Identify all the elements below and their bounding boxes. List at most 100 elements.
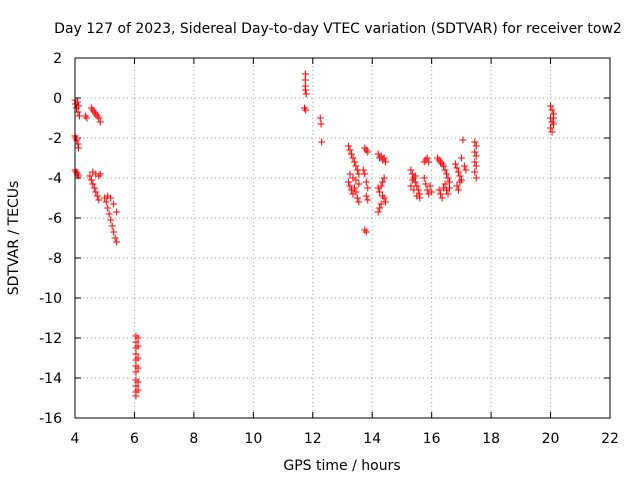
data-point [547, 124, 555, 132]
data-point [134, 386, 142, 394]
data-point [95, 114, 103, 122]
y-tick-label: 2 [53, 51, 62, 67]
data-point [359, 166, 367, 174]
x-tick-label: 18 [482, 431, 500, 447]
data-point [377, 182, 385, 190]
y-tick-label: -14 [39, 371, 62, 387]
data-point [547, 102, 555, 110]
x-tick-label: 10 [244, 431, 262, 447]
x-tick-label: 14 [363, 431, 381, 447]
data-point [352, 176, 360, 184]
data-point [362, 178, 370, 186]
data-point [444, 190, 452, 198]
data-point [471, 138, 479, 146]
data-point [107, 194, 115, 202]
data-point [96, 170, 104, 178]
data-point [451, 160, 459, 168]
y-tick-label: 0 [53, 91, 62, 107]
data-point [423, 186, 431, 194]
data-point [75, 172, 83, 180]
data-point [352, 162, 360, 170]
data-point [471, 158, 479, 166]
y-tick-label: -12 [39, 331, 62, 347]
data-point [344, 178, 352, 186]
data-point [446, 184, 453, 192]
data-point [437, 190, 445, 198]
plot-frame [74, 57, 611, 419]
data-point [462, 166, 470, 174]
data-point [132, 338, 140, 346]
data-point [379, 178, 387, 186]
data-point [423, 154, 431, 162]
data-point [361, 170, 369, 178]
data-point [134, 334, 142, 342]
data-point [113, 208, 121, 216]
data-point [444, 174, 452, 182]
data-point [454, 186, 462, 194]
data-point [134, 342, 142, 350]
data-point [382, 198, 390, 206]
x-tick-label: 4 [71, 431, 80, 447]
y-tick-label: -10 [39, 291, 62, 307]
data-point [456, 172, 464, 180]
data-point [301, 76, 309, 84]
y-tick-label: -8 [48, 251, 62, 267]
y-tick-label: -16 [39, 411, 62, 427]
y-tick-label: -4 [48, 171, 62, 187]
data-point [86, 172, 94, 180]
data-point [380, 174, 388, 182]
data-point [428, 188, 436, 196]
data-points [71, 70, 558, 400]
x-tick-label: 20 [542, 431, 560, 447]
data-point [456, 178, 464, 186]
data-point [108, 222, 116, 230]
data-point [132, 368, 140, 376]
data-point [353, 194, 361, 202]
data-point [352, 188, 360, 196]
data-point [362, 192, 370, 200]
data-point [472, 142, 480, 150]
data-point [407, 166, 415, 174]
data-point [350, 184, 358, 192]
y-axis-label: SDTVAR / TECUs [6, 181, 22, 296]
data-point [422, 180, 430, 188]
data-point [74, 108, 82, 116]
data-point [110, 228, 118, 236]
x-axis-label: GPS time / hours [283, 458, 400, 474]
data-point [376, 204, 384, 212]
data-point [92, 188, 100, 196]
y-tick-label: -2 [48, 131, 62, 147]
data-point [550, 114, 558, 122]
data-point [107, 216, 115, 224]
data-point [347, 150, 355, 158]
data-point [459, 136, 467, 144]
data-point [380, 194, 388, 202]
data-point [426, 182, 434, 190]
data-point [134, 378, 142, 386]
data-point [344, 142, 352, 150]
data-point [446, 178, 453, 186]
x-tick-label: 8 [189, 431, 198, 447]
data-point [301, 70, 309, 78]
data-point [134, 364, 142, 372]
data-point [73, 136, 81, 144]
data-point [440, 162, 448, 170]
data-point [454, 168, 462, 176]
data-point [355, 170, 363, 178]
data-point [90, 184, 98, 192]
data-point [416, 194, 424, 202]
data-point [380, 154, 388, 162]
data-point [93, 192, 101, 200]
data-point [87, 176, 95, 184]
data-point [317, 120, 325, 128]
data-point [75, 144, 83, 152]
data-point [438, 194, 446, 202]
data-point [95, 196, 103, 204]
data-point [413, 182, 421, 190]
data-point [134, 354, 142, 362]
data-point [346, 182, 354, 190]
data-point [435, 186, 443, 194]
data-point [441, 166, 449, 174]
data-point [377, 200, 385, 208]
